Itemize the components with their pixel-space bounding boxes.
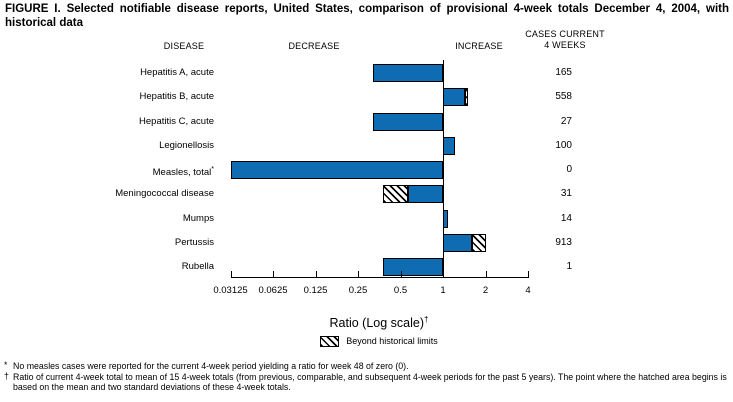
column-header-cases-line1: CASES CURRENT xyxy=(525,29,605,39)
ratio-bar-beyond-limits xyxy=(382,185,408,204)
case-count: 14 xyxy=(560,212,572,224)
axis-tick-label: 0.125 xyxy=(303,285,328,296)
ratio-bar xyxy=(373,64,443,82)
disease-label: Hepatitis C, acute xyxy=(139,115,214,127)
column-header-cases-line2: 4 WEEKS xyxy=(544,40,586,50)
axis-tick xyxy=(528,271,529,277)
footnote-asterisk-text: No measles cases were reported for the c… xyxy=(13,361,409,371)
ratio-bar-beyond-limits xyxy=(471,233,487,252)
axis-tick xyxy=(358,271,359,277)
axis-tick-label: 0.03125 xyxy=(213,285,248,296)
disease-label: Pertussis xyxy=(174,236,214,248)
disease-label: Hepatitis A, acute xyxy=(140,67,214,78)
disease-label: Legionellosis xyxy=(159,139,214,151)
disease-label: Measles, total* xyxy=(152,166,214,178)
axis-tick xyxy=(485,271,487,277)
case-count: 165 xyxy=(555,67,572,78)
axis-tick-label: 4 xyxy=(525,285,531,296)
axis-tick-label: 0.0625 xyxy=(258,285,288,296)
ratio-bar xyxy=(443,88,465,107)
axis-tick xyxy=(273,271,274,277)
footnote-asterisk-symbol: * xyxy=(4,360,8,370)
chart-legend: Beyond historical limits xyxy=(230,336,528,347)
column-header-disease: DISEASE xyxy=(163,41,205,51)
axis-tick xyxy=(400,271,402,277)
axis-tick-label: 1 xyxy=(440,285,446,296)
x-axis-line xyxy=(230,277,529,278)
axis-tick-label: 2 xyxy=(482,285,489,296)
disease-label: Meningococcal disease xyxy=(115,188,214,200)
baseline-ratio-1-line xyxy=(443,60,444,277)
footnote-dagger-text: Ratio of current 4-week total to mean of… xyxy=(13,371,727,393)
axis-tick xyxy=(230,271,232,277)
ratio-bar xyxy=(382,258,443,276)
ratio-bar xyxy=(407,185,443,204)
disease-label: Hepatitis B, acute xyxy=(139,91,214,103)
case-count: 0 xyxy=(566,164,572,175)
case-count: 31 xyxy=(560,188,572,200)
ratio-bar-beyond-limits xyxy=(464,88,468,107)
legend-label: Beyond historical limits xyxy=(346,336,438,346)
case-count: 913 xyxy=(555,236,572,248)
x-axis-title-dagger: † xyxy=(424,315,429,324)
axis-tick xyxy=(315,271,317,277)
column-header-decrease: DECREASE xyxy=(288,41,340,51)
disease-label-footnote-marker: * xyxy=(211,166,214,173)
ratio-bar xyxy=(373,112,443,131)
ratio-bar xyxy=(230,161,443,179)
footnotes: * No measles cases were reported for the… xyxy=(4,360,730,393)
column-header-cases: CASES CURRENT 4 WEEKS xyxy=(525,29,605,51)
figure-title: FIGURE I. Selected notifiable disease re… xyxy=(5,3,729,29)
ratio-bar xyxy=(443,233,472,252)
case-count: 558 xyxy=(555,91,572,103)
case-count: 27 xyxy=(560,115,572,127)
x-axis-title: Ratio (Log scale)† xyxy=(230,312,528,331)
footnote-dagger-symbol: † xyxy=(4,370,9,381)
column-header-increase: INCREASE xyxy=(455,41,503,51)
footnote-dagger: † Ratio of current 4-week total to mean … xyxy=(4,370,730,393)
axis-tick xyxy=(443,271,444,277)
disease-label: Mumps xyxy=(182,212,214,224)
x-axis-title-text: Ratio (Log scale) xyxy=(329,316,425,330)
case-count: 100 xyxy=(555,139,572,151)
axis-tick-label: 0.5 xyxy=(393,285,408,296)
hatched-swatch-icon xyxy=(320,336,340,347)
axis-tick-label: 0.25 xyxy=(348,285,368,296)
disease-label: Rubella xyxy=(181,261,214,272)
footnote-asterisk: * No measles cases were reported for the… xyxy=(4,360,730,372)
ratio-bar xyxy=(443,136,456,155)
case-count: 1 xyxy=(566,261,572,272)
